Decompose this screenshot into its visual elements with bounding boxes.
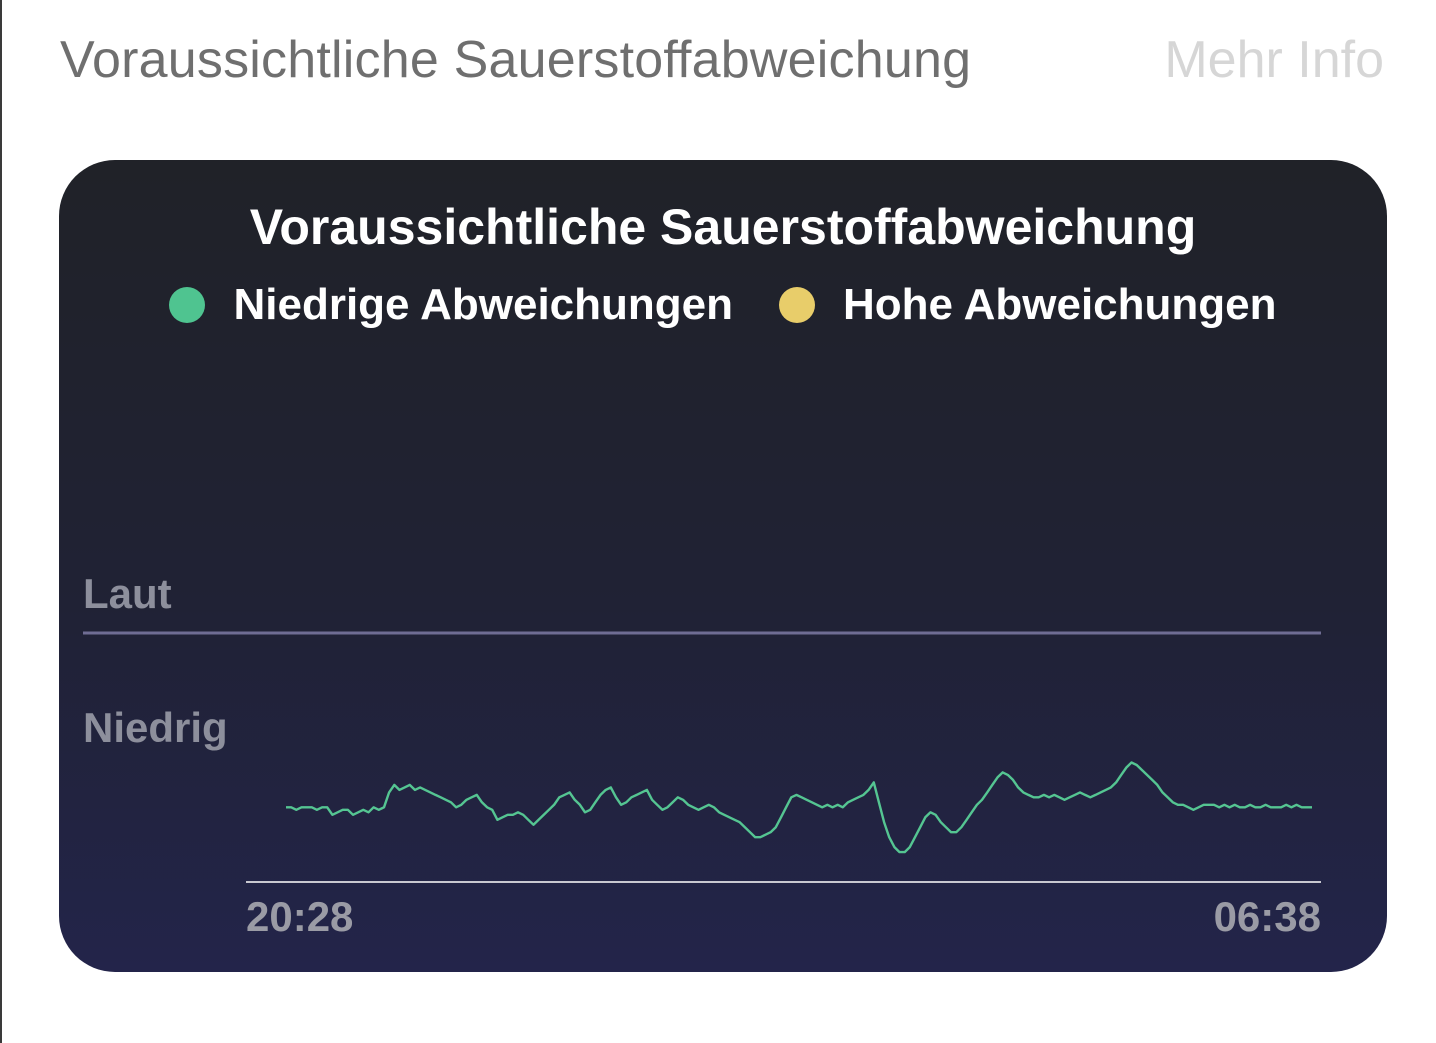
legend-item-high: Hohe Abweichungen [779,280,1277,330]
y-label-high: Laut [83,570,172,617]
series-line-low [286,761,1312,854]
y-label-low: Niedrig [83,704,228,751]
oxygen-variation-chart: Laut Niedrig 20:28 06:38 [83,570,1321,940]
more-info-link[interactable]: Mehr Info [1164,31,1384,89]
chart-title: Voraussichtliche Sauerstoffabweichung [249,199,1197,255]
page-title: Voraussichtliche Sauerstoffabweichung [60,31,972,89]
chart-legend: Niedrige Abweichungen Hohe Abweichungen [59,280,1387,330]
legend-dot-low-icon [169,287,206,323]
x-tick-start: 20:28 [246,893,353,940]
legend-label-low: Niedrige Abweichungen [233,280,734,329]
legend-label-high: Hohe Abweichungen [843,280,1277,329]
x-tick-end: 06:38 [1214,893,1321,940]
legend-item-low: Niedrige Abweichungen [169,280,733,330]
legend-dot-high-icon [779,287,816,323]
oxygen-variation-card: Voraussichtliche Sauerstoffabweichung Ni… [59,160,1387,972]
